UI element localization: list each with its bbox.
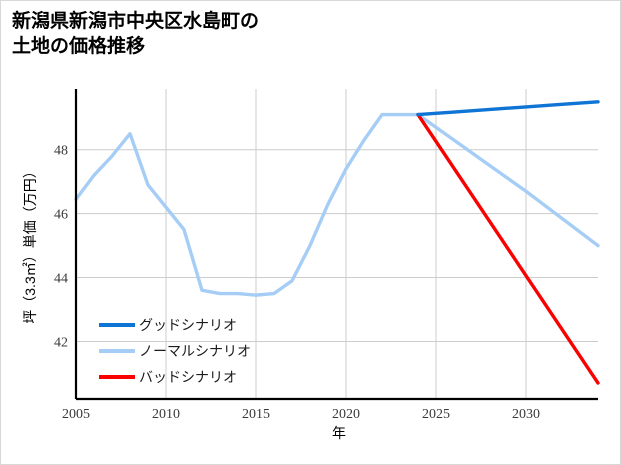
gridlines-group bbox=[76, 89, 598, 399]
x-tick-labels: 2005 2010 2015 2020 2025 2030 bbox=[62, 407, 540, 422]
series-line-normal bbox=[74, 112, 600, 297]
x-axis-title: 年 bbox=[332, 425, 346, 441]
legend-label: バッドシナリオ bbox=[139, 369, 237, 385]
y-tick-label: 46 bbox=[54, 208, 68, 223]
x-tick-label: 2020 bbox=[332, 407, 360, 422]
series-line-bad bbox=[416, 112, 600, 385]
y-tick-label: 48 bbox=[54, 144, 68, 159]
x-tick-label: 2025 bbox=[422, 407, 450, 422]
y-axis-title: 坪（3.3㎡）単価（万円） bbox=[22, 164, 38, 323]
x-tick-label: 2010 bbox=[152, 407, 180, 422]
chart-title: 新潟県新潟市中央区水島町の 土地の価格推移 bbox=[12, 11, 260, 58]
y-tick-label: 44 bbox=[54, 272, 68, 287]
series-line-good bbox=[416, 100, 600, 117]
x-tick-label: 2005 bbox=[62, 407, 90, 422]
x-tick-label: 2030 bbox=[512, 407, 540, 422]
y-tick-labels: 42 44 46 48 bbox=[54, 144, 68, 351]
legend-label: ノーマルシナリオ bbox=[139, 343, 251, 359]
axes-group bbox=[74, 89, 598, 401]
legend-label: グッドシナリオ bbox=[139, 317, 237, 333]
x-tick-label: 2015 bbox=[242, 407, 270, 422]
series-group bbox=[74, 100, 600, 385]
y-tick-label: 42 bbox=[54, 335, 68, 350]
